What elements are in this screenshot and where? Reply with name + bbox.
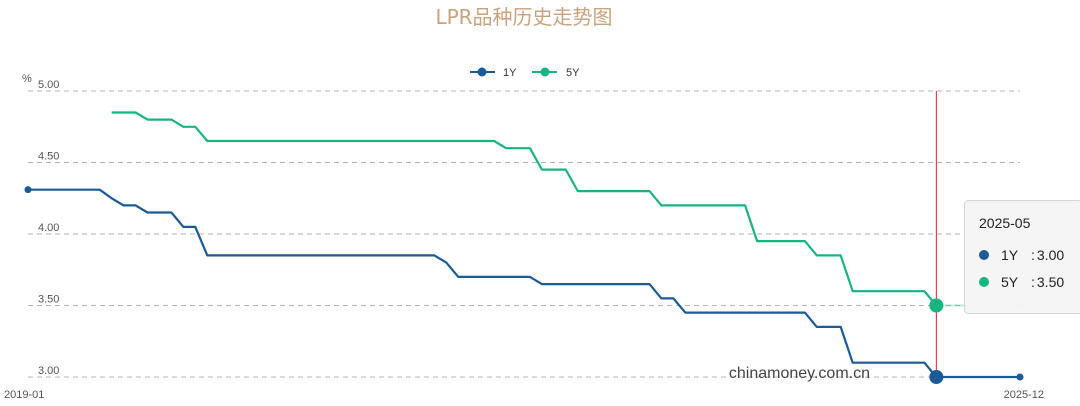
legend-1y-label: 1Y [503,67,517,79]
x-tick-label: 2019-01 [4,389,44,401]
legend-1y-marker [477,67,487,77]
highlight-point-1y [929,370,944,384]
y-axis-ticks: 5.00 4.50 4.00 3.50 3.00 [38,79,59,377]
y-tick-label: 3.00 [38,365,59,377]
x-tick-label: 2025-12 [1004,389,1044,401]
y-tick-label: 4.50 [38,151,59,163]
highlight-markers [929,298,944,384]
highlight-point-5y [929,298,944,313]
legend-item-1y[interactable]: 1Y [470,67,517,79]
tooltip-1y-value: 3.00 [1036,246,1065,263]
series-line-5y [111,111,938,307]
series-line-1y [28,188,938,378]
series-layer [24,111,1024,381]
series-point [1016,373,1024,381]
tooltip-row-1y: 1Y : 3.00 [979,241,1080,268]
tooltip-5y-name: 5Y [1001,273,1019,290]
y-tick-label: 3.50 [38,294,59,306]
x-axis-ticks: 2019-01 2025-12 [4,389,1044,401]
y-tick-label: 4.00 [38,222,59,234]
y-axis-unit: % [22,73,32,85]
chart-title: LPR品种历史走势图 [435,5,612,29]
legend-5y-label: 5Y [566,67,580,79]
y-tick-label: 5.00 [38,79,59,91]
tooltip-1y-name: 1Y [1001,246,1019,263]
tooltip-5y-sep: : [1031,273,1035,290]
legend-5y-marker [540,67,550,77]
tooltip: 2025-05 1Y : 3.00 5Y : 3.50 [964,200,1080,314]
grid [28,90,1020,378]
legend-item-5y[interactable]: 5Y [532,67,580,79]
watermark: chinamoney.com.cn [729,365,870,382]
tooltip-1y-sep: : [1031,246,1035,263]
tooltip-date: 2025-05 [979,215,1031,231]
tooltip-row-5y: 5Y : 3.50 [979,268,1080,295]
tooltip-5y-value: 3.50 [1036,273,1065,290]
tooltip-5y-dot-icon [979,276,989,287]
tooltip-1y-dot-icon [979,249,989,260]
legend[interactable]: 1Y 5Y [470,67,580,79]
series-point [24,186,32,194]
